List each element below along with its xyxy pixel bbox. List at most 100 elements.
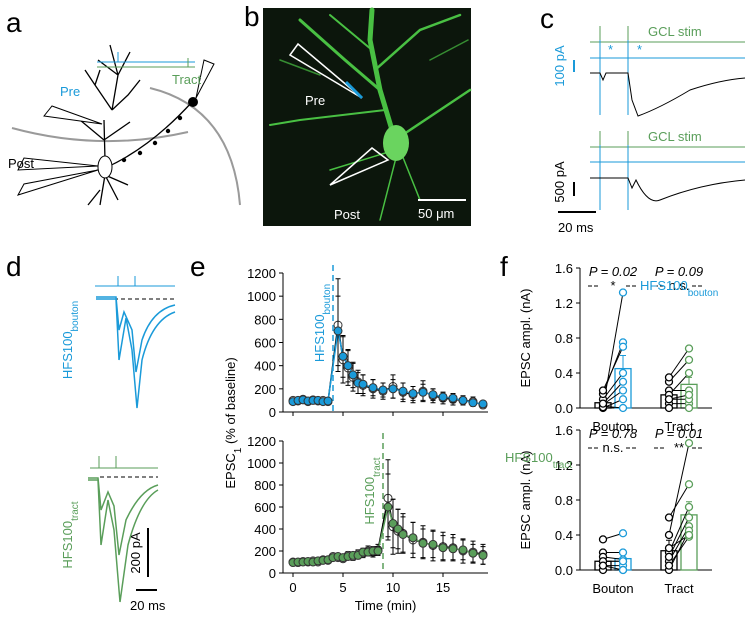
time-label: 20 ms bbox=[130, 598, 166, 613]
data-point bbox=[358, 379, 368, 389]
y-tick-label: 600 bbox=[254, 336, 276, 351]
x-tick-label: Tract bbox=[664, 581, 694, 596]
data-point bbox=[618, 386, 628, 395]
data-point bbox=[378, 385, 388, 395]
data-point bbox=[664, 403, 674, 413]
label-main: HFS100 bbox=[640, 278, 688, 293]
pair-line bbox=[668, 348, 690, 378]
stim-label: GCL stim bbox=[648, 129, 702, 144]
neuron-image-part bbox=[329, 14, 373, 51]
label-sub: tract bbox=[70, 501, 81, 521]
y-tick-label: 0.0 bbox=[555, 563, 573, 578]
axon-boutons bbox=[121, 97, 198, 163]
bar-chart: 0.0 0.4 0.8 1.2 1.6 EPSC ampl. (nA) Bouton P = … bbox=[505, 423, 712, 596]
data-point bbox=[383, 502, 393, 512]
x-tick-label: Bouton bbox=[592, 419, 633, 434]
data-point bbox=[348, 370, 358, 380]
condition-label: HFS100bouton bbox=[640, 278, 718, 299]
p-value: P = 0.09 bbox=[655, 264, 703, 279]
time-label: 20 ms bbox=[558, 220, 594, 235]
neuron-tree-part bbox=[104, 101, 193, 169]
y-tick-label: 0 bbox=[269, 566, 276, 581]
soma bbox=[97, 155, 113, 179]
data-point bbox=[468, 398, 478, 408]
x-tick-label: 5 bbox=[339, 580, 346, 595]
hfs-label: HFS100tract bbox=[60, 501, 81, 568]
data-point bbox=[684, 344, 694, 353]
data-point bbox=[684, 530, 694, 540]
axon-boutons-part bbox=[177, 115, 183, 121]
data-point bbox=[618, 377, 628, 386]
y-tick-label: 0.4 bbox=[555, 528, 573, 543]
p-value: P = 0.02 bbox=[589, 264, 638, 279]
pipettes-part bbox=[43, 105, 103, 125]
data-point bbox=[618, 403, 628, 413]
scale-label: 200 pA bbox=[128, 532, 143, 574]
data-point bbox=[418, 387, 428, 397]
data-point bbox=[368, 383, 378, 393]
event-label: HFS100tract bbox=[362, 457, 383, 524]
data-point bbox=[684, 368, 694, 378]
error-bar bbox=[686, 376, 692, 385]
data-point bbox=[428, 390, 438, 400]
y-tick-label: 1.6 bbox=[555, 261, 573, 276]
data-point bbox=[618, 288, 628, 297]
panel-label: b bbox=[244, 1, 260, 32]
star: * bbox=[608, 42, 613, 57]
pipettes bbox=[16, 59, 215, 196]
scale-label: 500 pA bbox=[552, 161, 567, 203]
x-tick-label: Tract bbox=[664, 419, 694, 434]
neuron-image-part bbox=[393, 88, 472, 142]
data-point bbox=[478, 399, 488, 409]
data-point bbox=[618, 368, 628, 378]
micrograph bbox=[263, 8, 471, 226]
neuron-tree-part bbox=[79, 119, 131, 161]
neuron-tree-part bbox=[87, 174, 129, 206]
axon-boutons-part bbox=[121, 157, 127, 163]
pair-line bbox=[602, 346, 624, 391]
data-point bbox=[393, 524, 403, 534]
y-tick-label: 0.4 bbox=[555, 366, 573, 381]
panel-label: d bbox=[6, 251, 22, 282]
post-label: Post bbox=[334, 207, 360, 222]
y-tick-label: 200 bbox=[254, 544, 276, 559]
tissue-outline-part bbox=[149, 87, 241, 206]
y-tick-label: 1.2 bbox=[555, 296, 573, 311]
trace bbox=[96, 298, 176, 409]
event-label: HFS100bouton bbox=[312, 284, 333, 362]
data-point bbox=[448, 544, 458, 554]
data-point bbox=[664, 373, 674, 382]
x-tick-label: Bouton bbox=[592, 581, 633, 596]
label-sub: tract bbox=[553, 460, 573, 471]
data-point bbox=[448, 393, 458, 403]
pipettes-part bbox=[195, 59, 215, 99]
star: * bbox=[637, 42, 642, 57]
neuron-tree bbox=[79, 44, 193, 206]
data-point bbox=[684, 502, 694, 512]
label-main: EPSC bbox=[223, 453, 238, 488]
y-tick-label: 400 bbox=[254, 359, 276, 374]
axon-boutons-part bbox=[137, 150, 143, 156]
tract-label: Tract bbox=[172, 72, 202, 87]
label-main: HFS100 bbox=[362, 477, 377, 525]
label-main: HFS100 bbox=[505, 450, 553, 465]
y-tick-label: 0.0 bbox=[555, 401, 573, 416]
data-point bbox=[333, 326, 343, 336]
data-point bbox=[598, 535, 608, 544]
label-main: HFS100 bbox=[60, 521, 75, 569]
data-point bbox=[458, 395, 468, 405]
data-point bbox=[343, 361, 353, 371]
data-point bbox=[388, 384, 398, 394]
soma bbox=[383, 125, 409, 161]
data-point bbox=[338, 351, 348, 361]
panel-label: c bbox=[540, 3, 554, 34]
y-tick-label: 800 bbox=[254, 312, 276, 327]
data-point bbox=[684, 513, 694, 522]
label-sub: bouton bbox=[322, 284, 333, 315]
data-point bbox=[398, 386, 408, 396]
trace bbox=[96, 296, 176, 373]
panel-c: c GCL stim * * 100 pA GCL stim 500 pA 20… bbox=[540, 3, 746, 235]
p-value: P = 0.78 bbox=[589, 426, 638, 441]
data-point bbox=[438, 392, 448, 402]
